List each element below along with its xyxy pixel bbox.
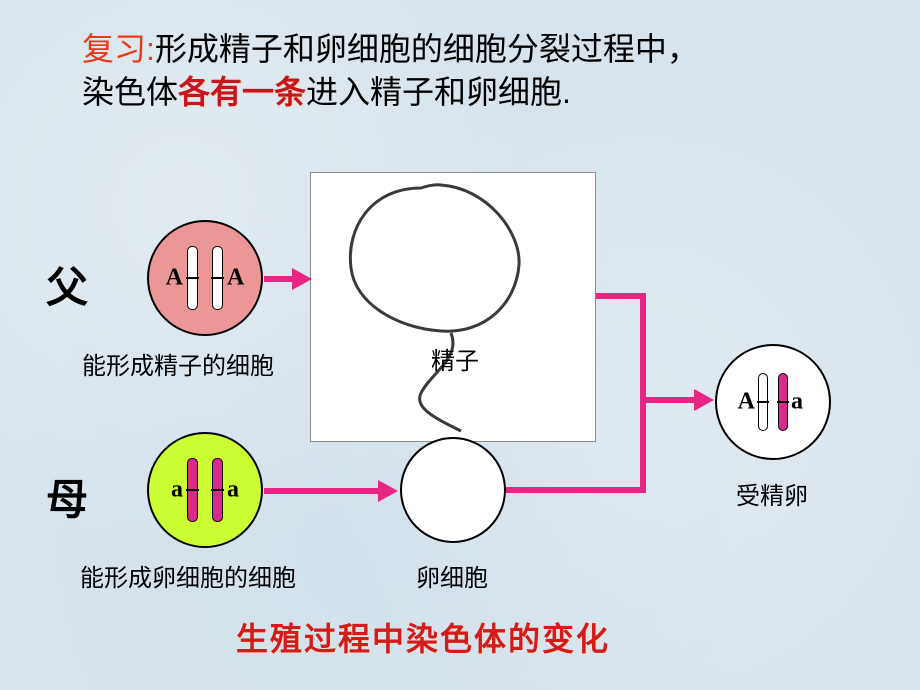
zygote-allele-left: A xyxy=(738,389,755,416)
title-line-2: 染色体各有一条进入精子和卵细胞. xyxy=(82,71,880,114)
title-line2-post: 进入精子和卵细胞. xyxy=(306,74,571,110)
egg-cell xyxy=(400,437,506,543)
arrow-egg-to-join xyxy=(506,487,646,493)
mother-chrom-pair: a a xyxy=(149,434,261,546)
zygote-chrom-pair: A a xyxy=(717,346,829,458)
father-chrom-pair: A A xyxy=(149,222,261,334)
father-allele-right: A xyxy=(227,265,244,292)
father-cell: A A xyxy=(147,220,263,336)
zygote-chrom-2 xyxy=(778,373,788,431)
caption-zygote: 受精卵 xyxy=(736,476,808,511)
zygote-chrom-1 xyxy=(758,373,768,431)
mother-allele-left: a xyxy=(171,477,183,504)
title-line1-rest: 形成精子和卵细胞的细胞分裂过程中， xyxy=(155,31,699,67)
arrow-sperm-to-join xyxy=(596,293,646,299)
label-father: 父 xyxy=(46,254,88,315)
arrow-father-to-sperm xyxy=(264,276,294,282)
caption-sperm: 精子 xyxy=(431,341,479,376)
father-chrom-2 xyxy=(212,246,223,310)
sperm-box: 精子 xyxy=(310,172,596,442)
caption-egg: 卵细胞 xyxy=(416,558,488,593)
zygote-allele-right: a xyxy=(791,389,803,416)
arrow-mother-to-egg xyxy=(264,488,380,494)
sperm-icon xyxy=(311,173,597,443)
father-chrom-1 xyxy=(187,246,198,310)
caption-father-cell: 能形成精子的细胞 xyxy=(82,346,274,381)
mother-chrom-1 xyxy=(187,458,198,522)
label-mother: 母 xyxy=(46,466,88,527)
arrow-join-to-zygote xyxy=(640,397,696,403)
slide-title: 复习:形成精子和卵细胞的细胞分裂过程中， 染色体各有一条进入精子和卵细胞. xyxy=(82,28,880,114)
title-line-1: 复习:形成精子和卵细胞的细胞分裂过程中， xyxy=(82,28,880,71)
father-allele-left: A xyxy=(166,265,183,292)
mother-chrom-2 xyxy=(212,458,223,522)
title-prefix: 复习: xyxy=(82,31,155,67)
mother-allele-right: a xyxy=(227,477,239,504)
arrow-join-vertical xyxy=(640,293,646,493)
mother-cell: a a xyxy=(147,432,263,548)
title-emph: 各有一条 xyxy=(178,74,306,110)
caption-mother-cell: 能形成卵细胞的细胞 xyxy=(80,558,296,593)
zygote-cell: A a xyxy=(715,344,831,460)
bottom-title: 生殖过程中染色体的变化 xyxy=(236,614,610,660)
title-line2-pre: 染色体 xyxy=(82,74,178,110)
